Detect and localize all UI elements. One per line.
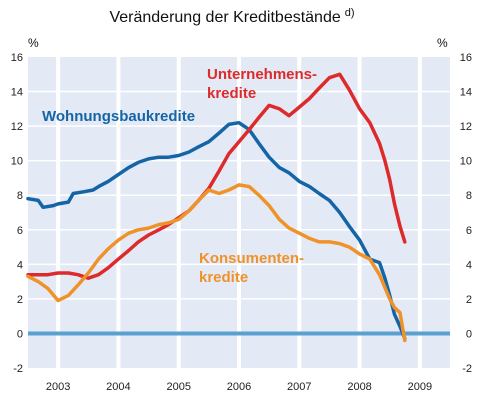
y-tick-left: 10 <box>11 156 23 168</box>
axes: -2 -2 0 0 2 2 4 4 6 6 8 8 10 10 12 12 14 14 16 16 2003 2004 20… <box>11 52 472 393</box>
series-label-line: Wohnungsbaukredite <box>42 108 195 125</box>
x-tick-label: 2009 <box>408 381 432 393</box>
series-labels: WohnungsbaukrediteUnternehmens-krediteKo… <box>42 66 317 286</box>
y-unit-right: % <box>437 36 448 50</box>
y-tick-left: 0 <box>17 328 23 340</box>
series-label-line: kredite <box>199 269 248 286</box>
y-tick-right: 6 <box>466 225 472 237</box>
y-tick-left: 12 <box>11 121 23 133</box>
y-tick-left: 4 <box>17 259 23 271</box>
grid <box>28 57 450 368</box>
y-tick-right: 4 <box>466 259 472 271</box>
y-tick-left: 16 <box>11 52 23 64</box>
series-line-2 <box>26 183 407 343</box>
series-lines <box>26 72 407 343</box>
series-label-0: Wohnungsbaukredite <box>42 108 195 125</box>
series-label-line: Konsumenten- <box>199 250 304 267</box>
y-tick-left: 8 <box>17 190 23 202</box>
series-line-1 <box>26 72 407 280</box>
x-tick-label: 2004 <box>106 381 130 393</box>
y-tick-right: 0 <box>466 328 472 340</box>
y-tick-right: 8 <box>466 190 472 202</box>
y-tick-right: 14 <box>460 87 472 99</box>
y-tick-left: 6 <box>17 225 23 237</box>
series-label-line: kredite <box>207 85 256 102</box>
y-tick-right: 12 <box>460 121 472 133</box>
x-tick-label: 2005 <box>166 381 190 393</box>
series-label-1: Unternehmens-kredite <box>207 66 317 102</box>
y-unit-left: % <box>28 36 39 50</box>
y-tick-right: 10 <box>460 156 472 168</box>
y-tick-right: 16 <box>460 52 472 64</box>
y-tick-left: 14 <box>11 87 23 99</box>
series-label-2: Konsumenten-kredite <box>199 250 304 286</box>
y-tick-right: 2 <box>466 294 472 306</box>
y-tick-left: 2 <box>17 294 23 306</box>
series-label-line: Unternehmens- <box>207 66 317 83</box>
y-tick-left: -2 <box>13 363 23 375</box>
chart-title-text: Veränderung der Kreditbestände <box>109 9 340 26</box>
x-tick-label: 2007 <box>287 381 311 393</box>
x-tick-label: 2008 <box>347 381 371 393</box>
x-tick-label: 2006 <box>227 381 251 393</box>
y-tick-right: -2 <box>462 363 472 375</box>
x-tick-label: 2003 <box>46 381 70 393</box>
chart-title-footnote: d) <box>345 7 355 19</box>
series-line-0 <box>26 120 407 341</box>
chart-title: Veränderung der Kreditbestände d) <box>109 7 354 26</box>
